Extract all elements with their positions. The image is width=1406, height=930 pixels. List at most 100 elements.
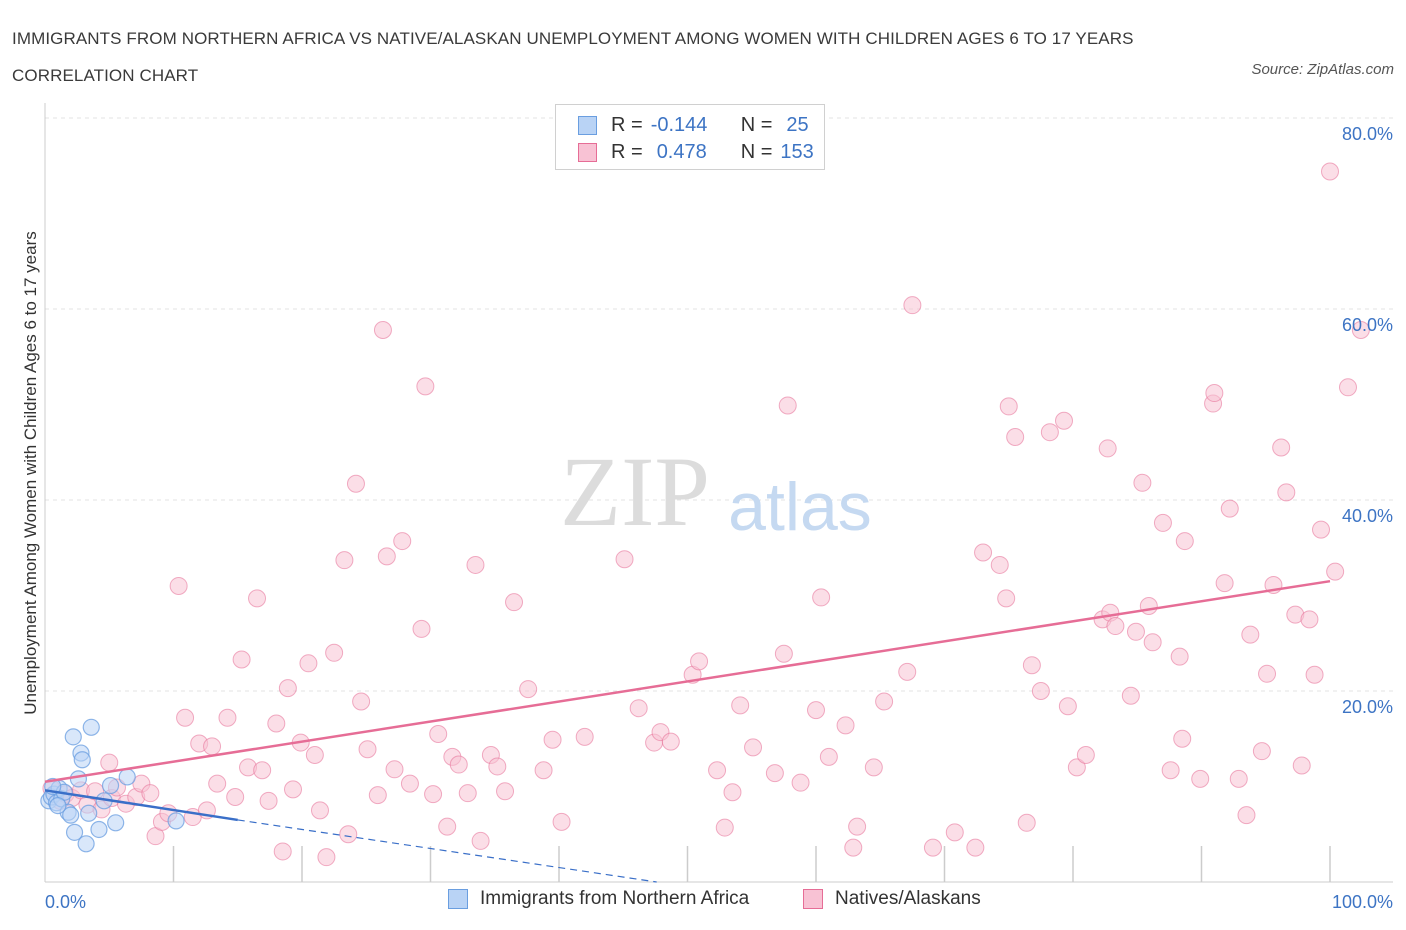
data-point-natives: [690, 652, 709, 671]
data-point-natives: [807, 701, 825, 720]
data-point-immigrants: [73, 751, 91, 769]
data-point-natives: [552, 812, 571, 831]
data-point-natives: [1139, 597, 1158, 616]
data-point-natives: [100, 753, 119, 772]
data-point-natives: [1170, 647, 1189, 666]
data-point-natives: [346, 474, 365, 493]
data-point-natives: [1153, 513, 1172, 532]
bottom-legend-natives: Natives/Alaskans: [803, 888, 981, 910]
data-point-natives: [218, 708, 237, 727]
data-point-natives: [1017, 813, 1036, 832]
data-point-natives: [1220, 499, 1239, 518]
data-point-natives: [1175, 532, 1194, 551]
bottom-legend-swatch-blue: [448, 889, 468, 909]
data-point-natives: [661, 732, 680, 751]
y-tick-label: 60.0%: [1342, 315, 1393, 335]
data-point-natives: [990, 555, 1009, 574]
data-point-natives: [1300, 610, 1319, 629]
data-point-natives: [1143, 633, 1162, 652]
bottom-legend-label: Natives/Alaskans: [835, 888, 981, 909]
data-point-natives: [1006, 427, 1025, 446]
data-point-natives: [774, 644, 793, 663]
data-point-natives: [765, 764, 784, 783]
data-point-natives: [819, 747, 838, 766]
data-point-natives: [385, 760, 404, 779]
x-tick-label-min: 0.0%: [45, 892, 86, 912]
data-point-natives: [1076, 745, 1095, 764]
legend-n-value: 153: [780, 140, 814, 163]
data-point-natives: [1351, 321, 1370, 340]
data-point-natives: [284, 780, 303, 799]
data-point-natives: [1258, 664, 1277, 683]
source-label: Source: ZipAtlas.com: [1251, 61, 1394, 78]
data-point-natives: [1040, 423, 1059, 442]
legend-swatch-pink: [578, 142, 597, 162]
data-point-natives: [471, 831, 490, 850]
data-point-immigrants: [167, 812, 185, 830]
data-point-natives: [864, 758, 883, 777]
bottom-legend: Immigrants from Northern Africa Natives/…: [0, 888, 1406, 918]
data-point-natives: [875, 692, 894, 711]
data-point-natives: [496, 782, 515, 801]
grid: [45, 117, 1393, 692]
data-point-natives: [744, 738, 763, 757]
data-point-natives: [267, 714, 286, 733]
data-point-natives: [1058, 697, 1077, 716]
data-point-natives: [488, 757, 507, 776]
y-tick-label: 40.0%: [1342, 506, 1393, 526]
y-axis-label: Unemployment Among Women with Children A…: [21, 231, 40, 715]
data-point-immigrants: [101, 776, 120, 795]
data-point-natives: [248, 589, 267, 608]
trend-line-immigrants-extrapolated: [237, 819, 657, 883]
data-point-natives: [449, 755, 468, 774]
data-point-natives: [1237, 806, 1256, 825]
legend-r-label: R =: [611, 113, 643, 136]
chart-title: IMMIGRANTS FROM NORTHERN AFRICA VS NATIV…: [12, 29, 1134, 85]
y-tick-labels: 20.0% 40.0% 60.0% 80.0%: [1342, 124, 1393, 717]
data-point-natives: [176, 708, 195, 727]
data-point-natives: [377, 547, 396, 566]
data-point-natives: [310, 801, 329, 820]
data-point-natives: [791, 773, 810, 792]
data-point-natives: [169, 576, 188, 595]
data-point-natives: [393, 532, 412, 551]
data-point-natives: [997, 589, 1016, 608]
data-point-natives: [1338, 378, 1357, 397]
legend-n-label: N =: [740, 140, 773, 163]
legend-r-value: 0.478: [656, 140, 707, 163]
data-point-natives: [1133, 473, 1152, 492]
data-point-natives: [945, 823, 964, 842]
data-point-natives: [615, 550, 634, 569]
data-point-natives: [723, 783, 742, 802]
data-point-natives: [358, 740, 377, 759]
series-immigrants-points: [40, 718, 185, 853]
data-point-natives: [778, 396, 797, 415]
data-point-immigrants: [69, 770, 88, 788]
data-point-immigrants: [64, 728, 82, 746]
data-point-natives: [299, 654, 318, 673]
data-point-natives: [1272, 438, 1291, 457]
data-point-natives: [325, 643, 344, 662]
watermark-zip: ZIP: [560, 436, 710, 547]
data-point-natives: [629, 699, 648, 718]
data-point-natives: [253, 761, 272, 780]
data-point-natives: [424, 785, 443, 804]
data-point-natives: [273, 842, 292, 861]
data-point-natives: [966, 838, 985, 857]
data-point-natives: [1121, 686, 1140, 705]
bottom-legend-immigrants: Immigrants from Northern Africa: [448, 888, 749, 910]
data-point-natives: [974, 543, 993, 562]
data-point-natives: [438, 817, 457, 836]
data-point-natives: [458, 784, 477, 803]
data-point-natives: [1126, 622, 1145, 641]
data-point-natives: [1031, 682, 1050, 700]
data-point-immigrants: [90, 820, 108, 839]
data-point-natives: [317, 848, 336, 867]
data-point-natives: [305, 745, 324, 764]
data-point-natives: [844, 838, 863, 857]
data-point-natives: [848, 817, 867, 836]
data-point-natives: [903, 296, 922, 315]
data-point-immigrants: [62, 806, 80, 824]
data-point-natives: [1252, 742, 1271, 761]
